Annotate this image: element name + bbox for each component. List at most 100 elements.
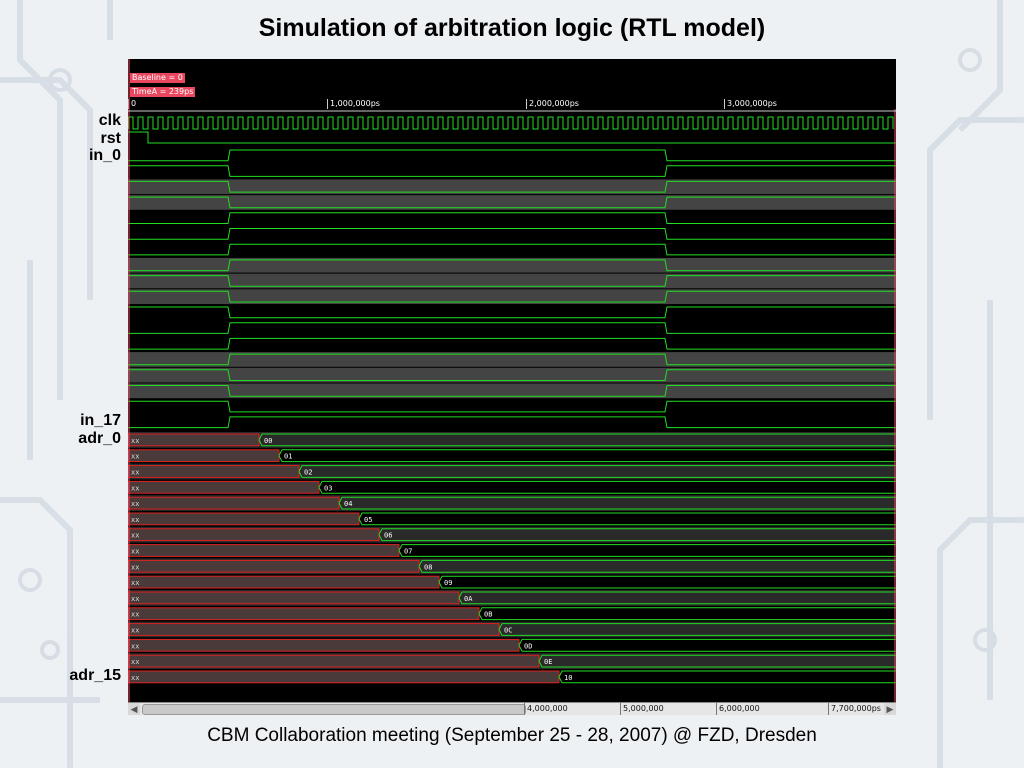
- in-1-trace: [128, 165, 896, 177]
- adr-7-unknown-label: xx: [131, 548, 139, 556]
- in-row-shade-14: [128, 367, 896, 383]
- in-row-shade-7: [128, 257, 896, 273]
- scroll-tick-2: 6,000,000: [716, 703, 760, 715]
- time-tick-2: 2,000,000ps: [526, 99, 579, 109]
- in-8-trace: [128, 275, 896, 287]
- adr-8-value-label: 08: [424, 563, 432, 571]
- in-row-shade-13: [128, 352, 896, 367]
- adr-11-value-label: 0B: [484, 611, 492, 619]
- adr-row-shade-0: [128, 432, 896, 448]
- adr-9-value-label: 09: [444, 579, 452, 587]
- adr-15-unknown-segment: [128, 670, 560, 684]
- adr-14-value-label: 0E: [544, 658, 552, 666]
- adr-10-bus: [458, 591, 896, 605]
- signal-label-rst: rst: [100, 130, 121, 147]
- scroll-right-arrow-icon[interactable]: ▶: [884, 703, 896, 715]
- adr-14-unknown-segment: [128, 654, 540, 668]
- time-scrollbar[interactable]: ◀ 4,000,000 5,000,000 6,000,000 7,700,00…: [128, 702, 896, 715]
- scroll-left-arrow-icon[interactable]: ◀: [128, 703, 140, 715]
- in-row-shade-9: [128, 289, 896, 304]
- adr-1-value-label: 01: [284, 453, 292, 461]
- time-tick-1: 1,000,000ps: [327, 99, 380, 109]
- adr-2-value-label: 02: [304, 469, 312, 477]
- adr-7-bus: [398, 544, 896, 557]
- adr-6-unknown-label: xx: [131, 532, 139, 540]
- adr-row-shade-2: [128, 463, 896, 480]
- adr-13-bus: [518, 638, 896, 652]
- adr-1-bus: [278, 449, 896, 463]
- in-17-trace: [128, 416, 896, 429]
- adr-15-value-label: 10: [564, 674, 572, 682]
- in-14-trace: [128, 369, 896, 381]
- adr-11-bus: [478, 607, 896, 621]
- in-row-shade-8: [128, 273, 896, 289]
- adr-12-bus: [498, 623, 896, 636]
- signal-label-clk: clk: [98, 112, 121, 129]
- signal-label-in-0: in_0: [88, 147, 121, 164]
- adr-8-unknown-segment: [128, 559, 420, 573]
- in-row-shade-15: [128, 383, 896, 399]
- adr-7-value-label: 07: [404, 548, 412, 556]
- time-a-marker: TimeA = 239ps: [130, 87, 196, 97]
- adr-15-bus: [558, 670, 896, 684]
- signal-label-in-17: in_17: [80, 412, 121, 429]
- in-12-trace: [128, 337, 896, 350]
- adr-6-bus: [378, 528, 896, 542]
- adr-6-unknown-segment: [128, 528, 380, 542]
- signal-label-adr-15: adr_15: [69, 667, 121, 684]
- adr-9-unknown-segment: [128, 575, 440, 589]
- adr-5-unknown-label: xx: [131, 516, 139, 524]
- adr-12-unknown-segment: [128, 623, 500, 636]
- adr-8-unknown-label: xx: [131, 563, 139, 571]
- in-row-shade-3: [128, 195, 896, 210]
- in-10-trace: [128, 306, 896, 319]
- clk-trace: [128, 116, 894, 130]
- adr-6-value-label: 06: [384, 532, 392, 540]
- adr-13-unknown-segment: [128, 638, 520, 652]
- adr-11-unknown-label: xx: [131, 611, 139, 619]
- in-5-trace: [128, 228, 896, 240]
- adr-1-unknown-label: xx: [131, 453, 139, 461]
- in-11-trace: [128, 322, 896, 334]
- adr-12-value-label: 0C: [504, 627, 512, 635]
- in-4-trace: [128, 212, 896, 224]
- time-tick-3: 3,000,000ps: [724, 99, 777, 109]
- slide-footer: CBM Collaboration meeting (September 25 …: [207, 725, 817, 746]
- waveform-traces: xx 00 xx 01 xx 02 xx 03 xx 04 xx 05 xx 06 xx 07 xx 08 xx 09…: [128, 59, 896, 702]
- waveform-viewer[interactable]: Baseline = 0 TimeA = 239ps 0 1,000,000ps…: [128, 59, 896, 702]
- adr-14-unknown-label: xx: [131, 658, 139, 666]
- adr-0-unknown-segment: [128, 433, 260, 447]
- adr-7-unknown-segment: [128, 544, 400, 557]
- adr-4-unknown-label: xx: [131, 500, 139, 508]
- adr-8-bus: [418, 559, 896, 573]
- adr-5-unknown-segment: [128, 512, 360, 526]
- scrollbar-thumb[interactable]: [142, 704, 526, 715]
- signal-label-adr-0: adr_0: [78, 430, 121, 447]
- in-13-trace: [128, 353, 896, 366]
- in-16-trace: [128, 400, 896, 413]
- adr-10-unknown-label: xx: [131, 595, 139, 603]
- adr-11-unknown-segment: [128, 607, 480, 621]
- scroll-tick-3: 7,700,000ps: [828, 703, 881, 715]
- adr-3-bus: [318, 480, 896, 494]
- in-15-trace: [128, 385, 896, 397]
- in-row-shade-2: [128, 179, 896, 195]
- adr-4-value-label: 04: [344, 500, 352, 508]
- in-2-trace: [128, 180, 896, 193]
- adr-3-value-label: 03: [324, 484, 332, 492]
- adr-5-bus: [358, 512, 896, 526]
- adr-2-unknown-label: xx: [131, 469, 139, 477]
- in-3-trace: [128, 196, 896, 209]
- adr-2-bus: [298, 465, 896, 478]
- adr-13-value-label: 0D: [524, 642, 532, 650]
- adr-0-unknown-label: xx: [131, 437, 139, 445]
- in-0-trace: [128, 149, 896, 162]
- adr-0-bus: [258, 433, 896, 447]
- adr-14-bus: [538, 654, 896, 668]
- slide-title: Simulation of arbitration logic (RTL mod…: [258, 14, 766, 42]
- scroll-tick-0: 4,000,000: [524, 703, 568, 715]
- adr-2-unknown-segment: [128, 465, 300, 478]
- adr-12-unknown-label: xx: [131, 627, 139, 635]
- adr-10-unknown-segment: [128, 591, 460, 605]
